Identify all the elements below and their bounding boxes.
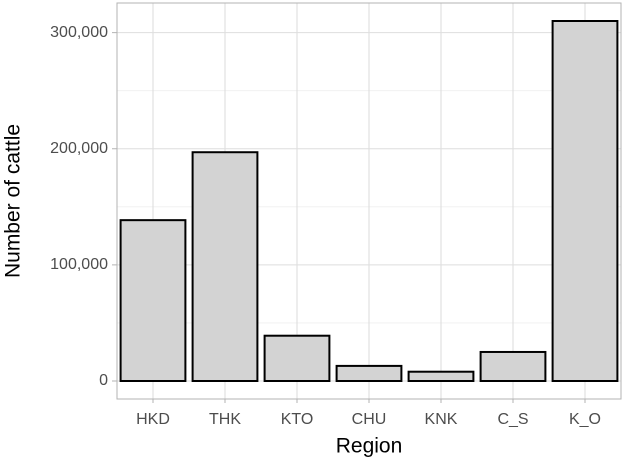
x-tick-label: KNK [425,411,458,428]
bars [119,20,619,383]
y-tick-label: 100,000 [50,256,108,273]
bar [263,334,331,383]
y-tick-label: 200,000 [50,140,108,157]
x-axis-title: Region [336,435,403,458]
bar [407,370,475,383]
y-tick-label: 0 [99,372,108,389]
x-tick-label: THK [209,411,241,428]
x-tick-label: HKD [136,411,170,428]
bar [191,151,259,382]
x-tick-label: C_S [497,411,528,428]
x-tick-label: K_O [569,411,601,428]
y-axis-title: Number of cattle [2,124,25,278]
bar [551,20,619,382]
x-tick-label: CHU [352,411,387,428]
bar [479,350,547,382]
bar [119,219,187,382]
y-tick-label: 300,000 [50,24,108,41]
bar [335,364,403,383]
x-tick-label: KTO [281,411,314,428]
